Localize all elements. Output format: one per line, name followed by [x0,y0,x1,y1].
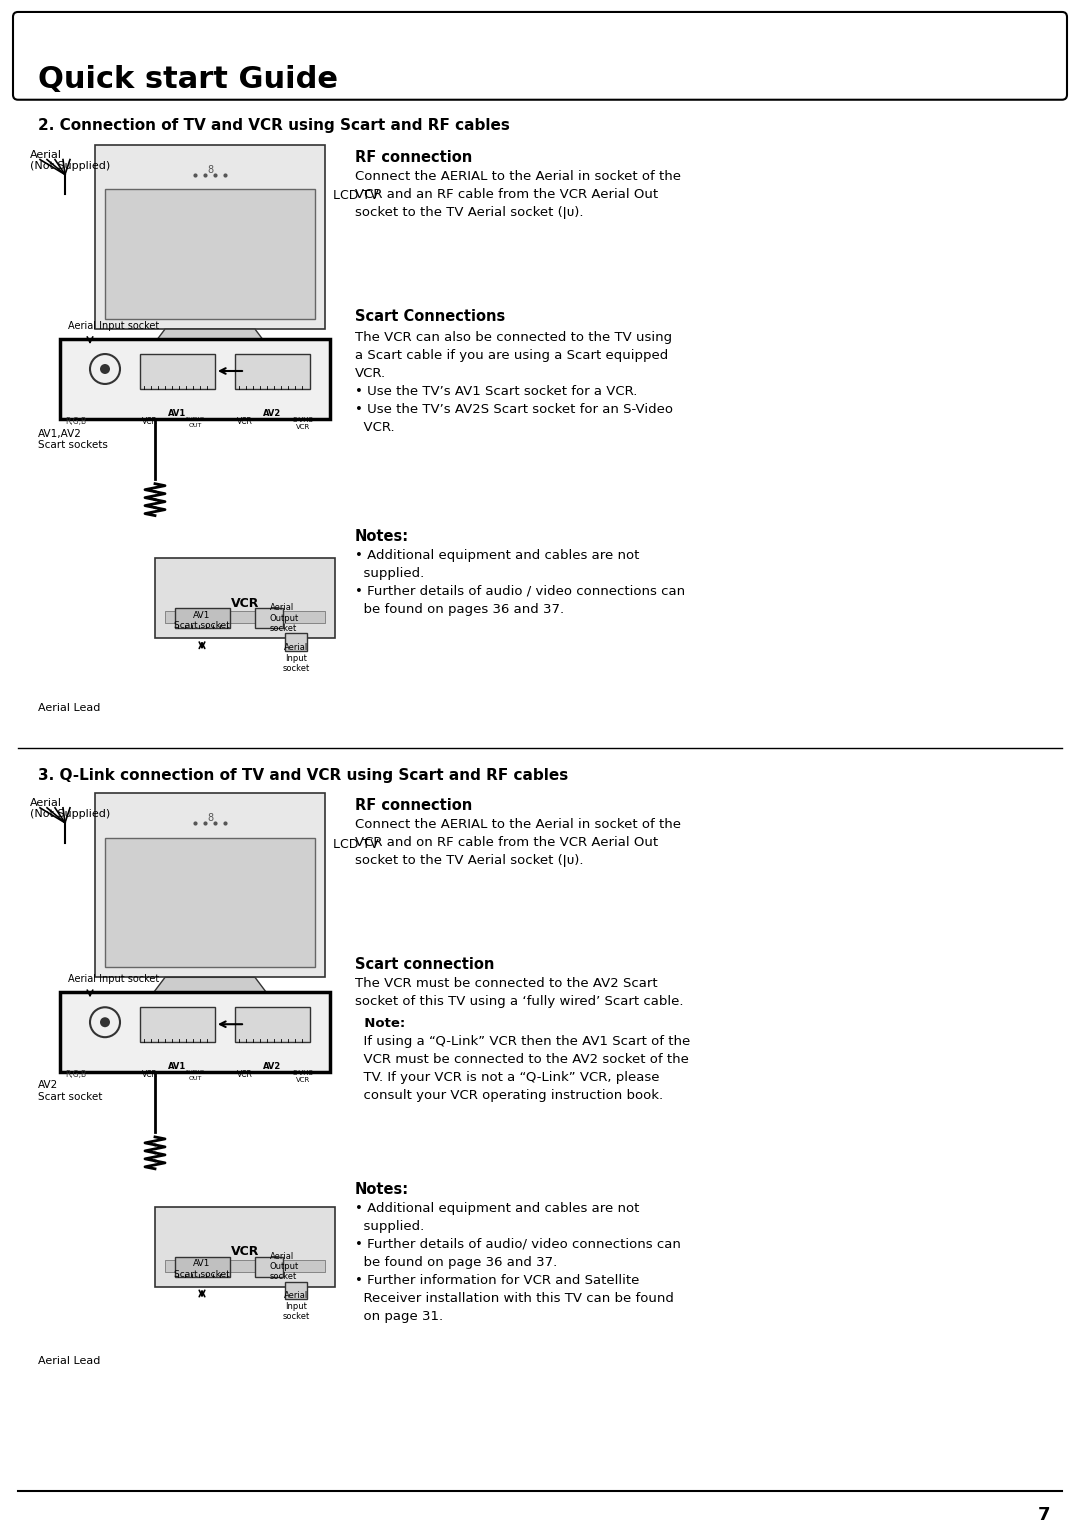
Text: RF connection: RF connection [355,150,472,165]
Text: RF connection: RF connection [355,798,472,813]
FancyBboxPatch shape [13,12,1067,99]
Text: Connect the AERIAL to the Aerial in socket of the
VCR and an RF cable from the V: Connect the AERIAL to the Aerial in sock… [355,170,681,219]
FancyBboxPatch shape [156,558,335,639]
FancyBboxPatch shape [285,633,307,651]
Text: VCR: VCR [238,1070,253,1079]
Text: Aerial
(Not Supplied): Aerial (Not Supplied) [30,150,110,171]
Text: The VCR must be connected to the AV2 Scart
socket of this TV using a ‘fully wire: The VCR must be connected to the AV2 Sca… [355,978,684,1008]
Text: Aerial Lead: Aerial Lead [38,703,100,714]
Circle shape [100,364,110,374]
Text: Aerial
Output
socket: Aerial Output socket [270,1251,299,1282]
Circle shape [100,1018,110,1027]
Text: 2. Connection of TV and VCR using Scart and RF cables: 2. Connection of TV and VCR using Scart … [38,118,510,133]
Text: R,G,B: R,G,B [65,1070,86,1079]
FancyBboxPatch shape [60,339,330,419]
Text: AV2
Scart socket: AV2 Scart socket [38,1080,103,1102]
Text: Aerial
(Not Supplied): Aerial (Not Supplied) [30,798,110,819]
Text: VCR: VCR [231,597,259,610]
Text: AV1
Scart socket: AV1 Scart socket [174,1259,230,1279]
Text: Quick start Guide: Quick start Guide [38,64,338,93]
Text: VCR: VCR [238,417,253,426]
FancyBboxPatch shape [140,1007,215,1042]
Text: AV2: AV2 [262,410,281,417]
FancyBboxPatch shape [255,608,283,628]
FancyBboxPatch shape [175,608,230,628]
FancyBboxPatch shape [175,1256,230,1276]
Text: If using a “Q-Link” VCR then the AV1 Scart of the
  VCR must be connected to the: If using a “Q-Link” VCR then the AV1 Sca… [355,1034,690,1102]
Text: 7: 7 [1038,1507,1050,1523]
Text: LCD TV: LCD TV [333,189,379,203]
Text: 8: 8 [207,165,213,174]
Text: 8: 8 [207,813,213,822]
Text: Notes:: Notes: [355,1181,409,1196]
Text: R,G,B: R,G,B [65,417,86,426]
Text: Notes:: Notes: [355,529,409,544]
Text: VCR: VCR [143,1070,158,1079]
FancyBboxPatch shape [140,354,215,390]
Text: Aerial
Input
socket: Aerial Input socket [282,643,310,672]
Text: AUDIO
OUT: AUDIO OUT [185,1070,205,1080]
Text: Aerial Lead: Aerial Lead [38,1357,100,1366]
FancyBboxPatch shape [95,793,325,978]
Text: S-VHS
VCR: S-VHS VCR [293,1070,313,1083]
Text: Note:: Note: [355,1018,405,1030]
Text: Aerial
Input
socket: Aerial Input socket [282,1291,310,1322]
Text: • Additional equipment and cables are not
  supplied.
• Further details of audio: • Additional equipment and cables are no… [355,1201,680,1323]
FancyBboxPatch shape [255,1256,283,1276]
FancyBboxPatch shape [165,611,325,623]
Text: Aerial
Output
socket: Aerial Output socket [270,604,299,633]
Text: Scart Connections: Scart Connections [355,309,505,324]
FancyBboxPatch shape [165,1259,325,1271]
FancyBboxPatch shape [105,837,315,967]
Text: Scart connection: Scart connection [355,958,495,972]
Text: 3. Q-Link connection of TV and VCR using Scart and RF cables: 3. Q-Link connection of TV and VCR using… [38,769,568,782]
Text: Connect the AERIAL to the Aerial in socket of the
VCR and on RF cable from the V: Connect the AERIAL to the Aerial in sock… [355,817,681,866]
FancyBboxPatch shape [95,145,325,329]
Text: • Additional equipment and cables are not
  supplied.
• Further details of audio: • Additional equipment and cables are no… [355,549,685,616]
FancyBboxPatch shape [156,1207,335,1287]
Text: Aerial Input socket: Aerial Input socket [68,975,159,984]
Text: AV1: AV1 [167,410,186,417]
Text: LCD TV: LCD TV [333,837,379,851]
Polygon shape [150,329,270,348]
Text: VCR: VCR [231,1245,259,1258]
FancyBboxPatch shape [235,354,310,390]
FancyBboxPatch shape [285,1282,307,1299]
Text: Aerial Input socket: Aerial Input socket [68,321,159,332]
Text: S-VHS
VCR: S-VHS VCR [293,417,313,429]
Text: AUDIO
OUT: AUDIO OUT [185,417,205,428]
Text: AV1,AV2
Scart sockets: AV1,AV2 Scart sockets [38,429,108,451]
Text: AV1: AV1 [167,1062,186,1071]
FancyBboxPatch shape [105,189,315,319]
Polygon shape [150,978,270,998]
Text: AV2: AV2 [262,1062,281,1071]
Text: AV1
Scart socket: AV1 Scart socket [174,611,230,630]
FancyBboxPatch shape [60,992,330,1073]
Text: VCR: VCR [143,417,158,426]
Text: The VCR can also be connected to the TV using
a Scart cable if you are using a S: The VCR can also be connected to the TV … [355,332,673,434]
FancyBboxPatch shape [235,1007,310,1042]
